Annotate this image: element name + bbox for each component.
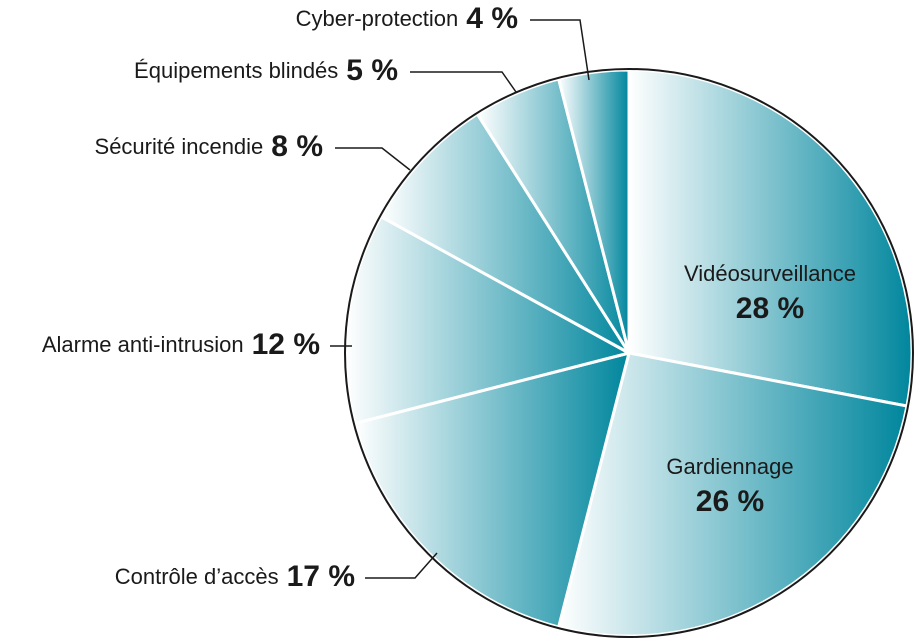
pie-slice [556,351,909,638]
slice-label: Contrôle d’accès [115,564,279,589]
slice-label: Équipements blindés [134,58,338,83]
value-label: 17 % [287,560,355,593]
pie-slice [353,350,632,629]
pie-slice [627,68,914,408]
pie-slice [344,214,634,426]
value-label: 26 % [696,485,764,518]
slice-label-group: Cyber-protection 4 % [296,2,518,35]
pie-slice [556,68,631,354]
slice-label: Sécurité incendie [95,134,264,159]
slice-label: Gardiennage [666,454,793,479]
slice-label-group: Alarme anti-intrusion 12 % [42,328,320,361]
value-label: 5 % [346,54,398,87]
slice-label: Vidéosurveillance [684,261,856,286]
value-label: 4 % [466,2,518,35]
value-label: 28 % [736,292,804,325]
leader-line [335,147,411,171]
slice-label-group: Équipements blindés 5 % [134,54,398,87]
slice-label-group: Contrôle d’accès 17 % [115,560,355,593]
slice-label: Alarme anti-intrusion [42,332,244,357]
slice-label: Cyber-protection [296,6,459,31]
pie-slice [378,111,631,355]
slice-label-group: Sécurité incendie 8 % [95,130,323,163]
value-label: 8 % [271,130,323,163]
pie-outline [344,68,914,638]
leader-line [410,71,517,93]
leader-line [365,552,438,579]
value-label: 12 % [252,328,320,361]
leader-line [530,19,590,81]
